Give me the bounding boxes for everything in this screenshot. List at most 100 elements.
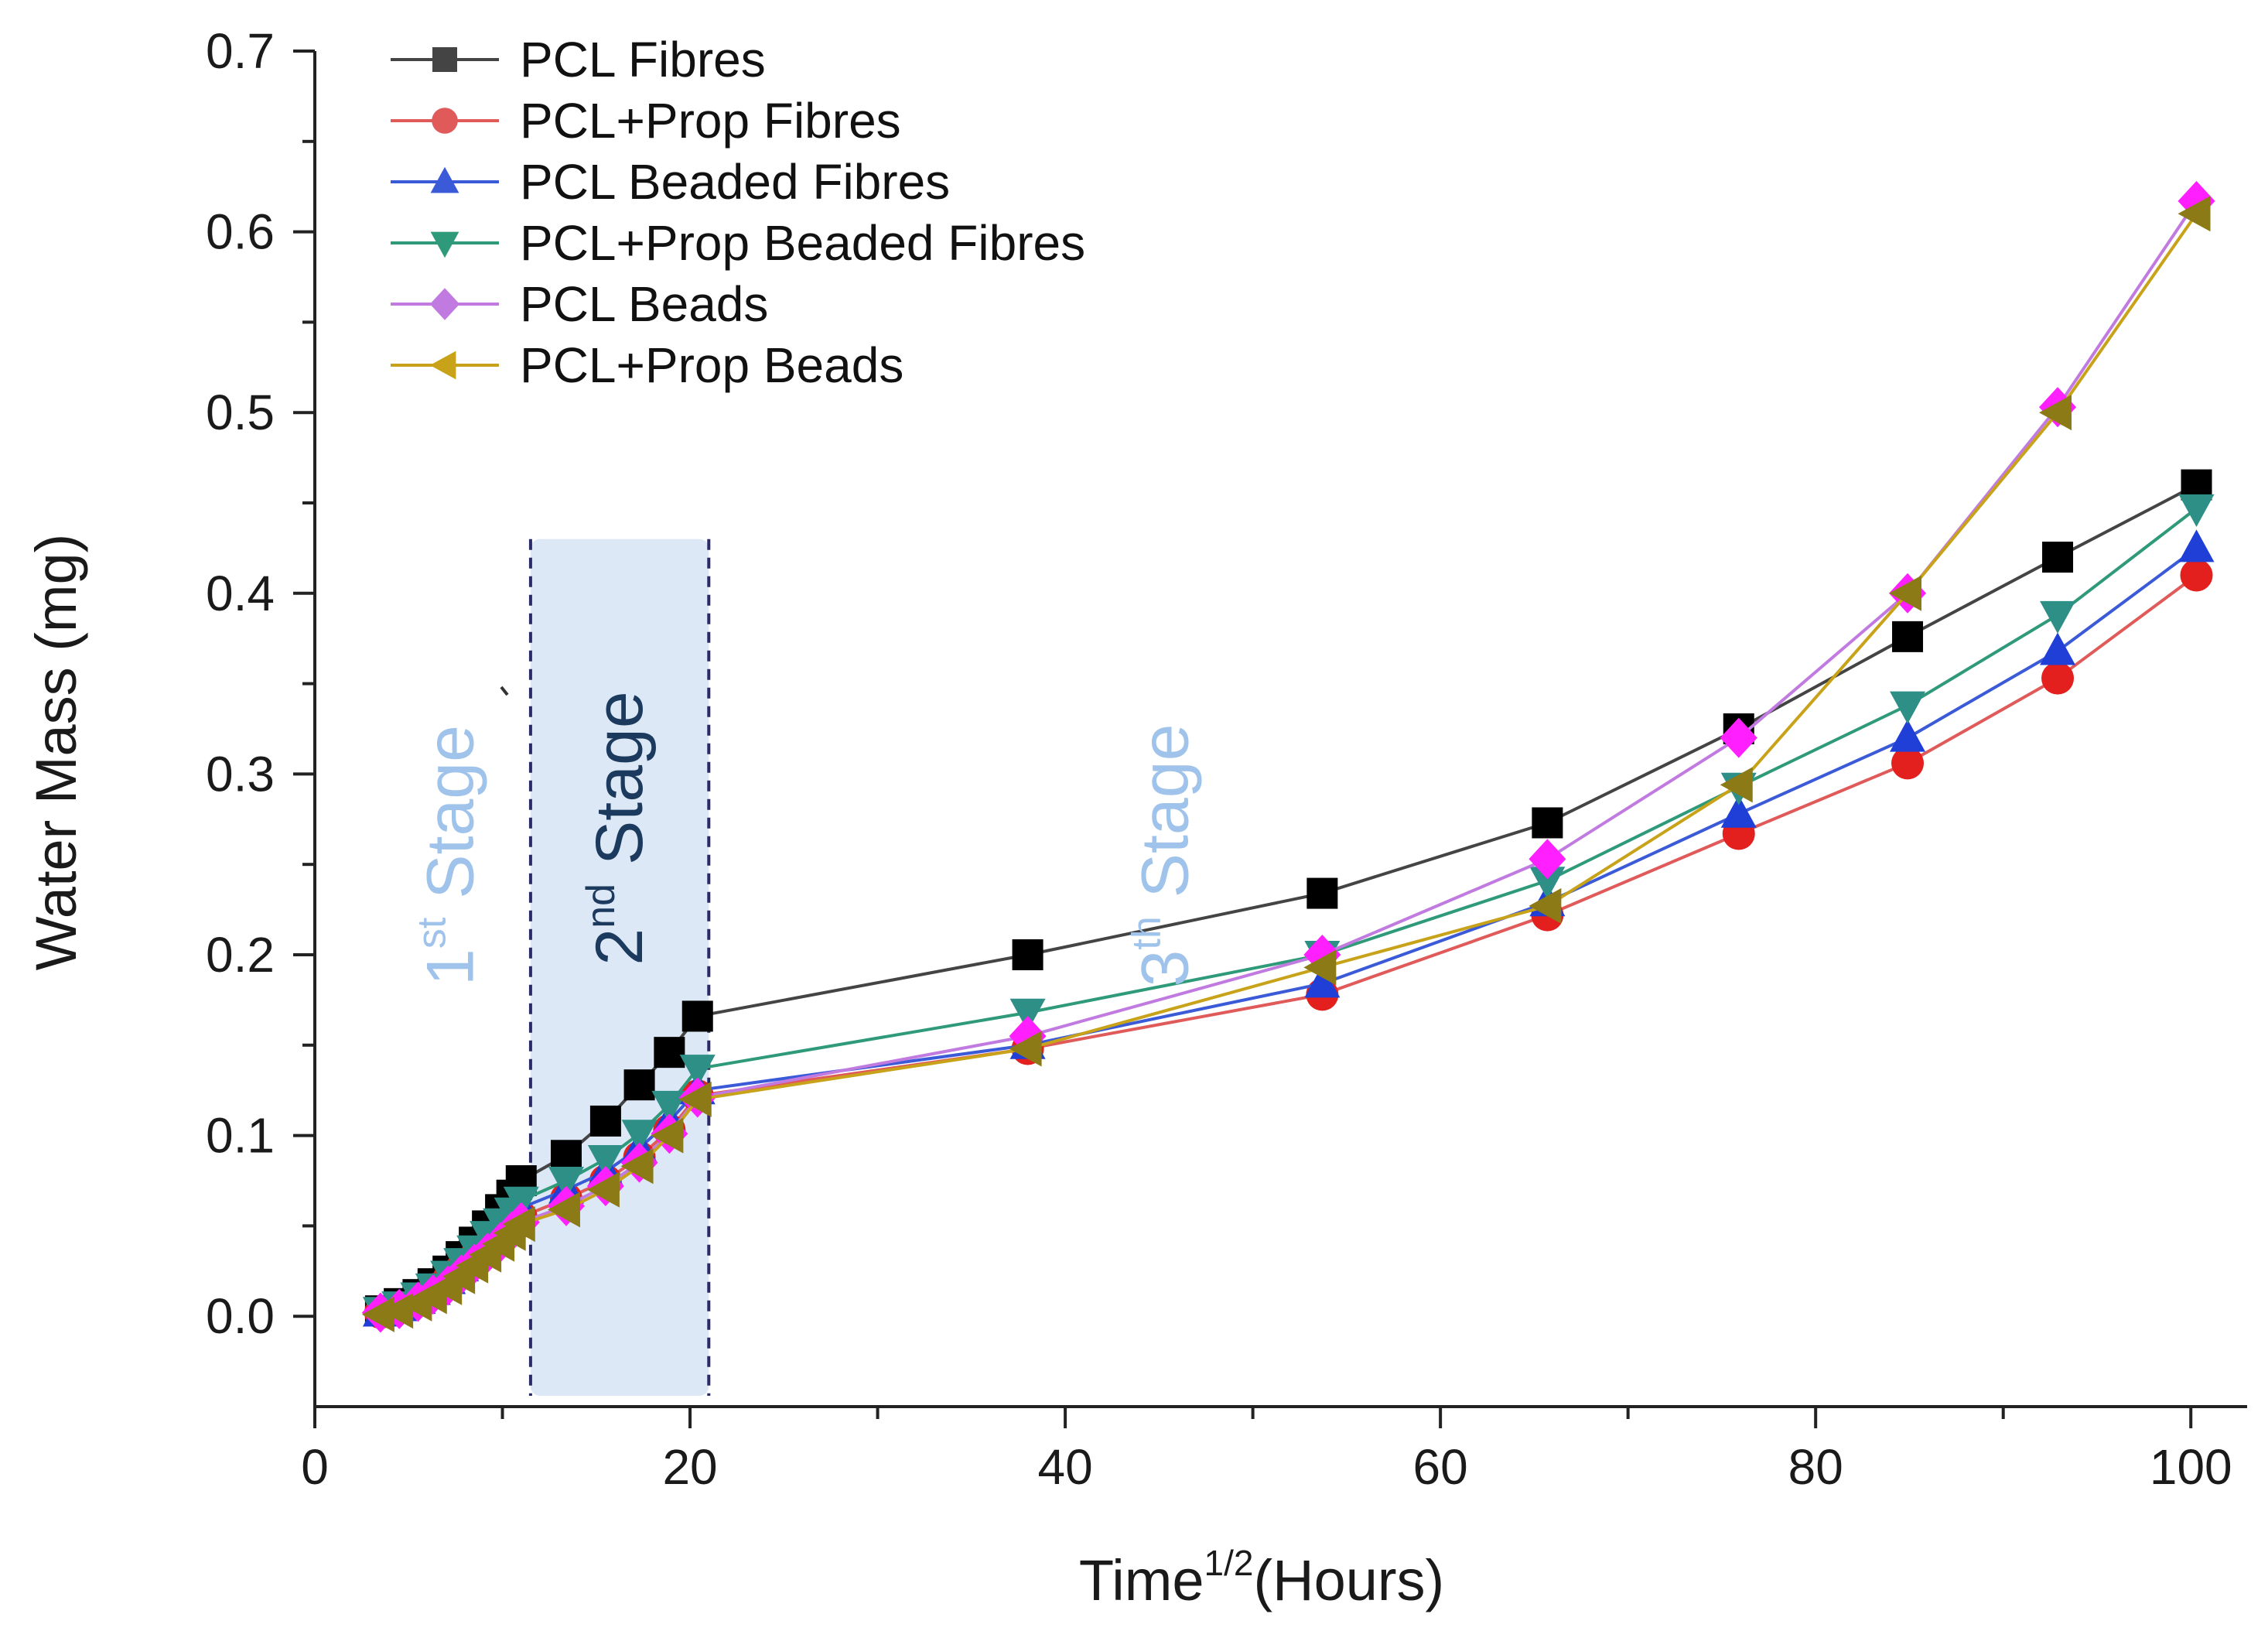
stage-word: Stage bbox=[1129, 724, 1203, 917]
data-point bbox=[587, 1144, 623, 1178]
legend-marker bbox=[430, 231, 459, 258]
data-point bbox=[361, 1296, 395, 1332]
data-point bbox=[654, 1037, 685, 1069]
data-point bbox=[586, 1171, 620, 1208]
legend-item: PCL+Prop Beaded Fibres bbox=[391, 215, 1085, 271]
legend-marker bbox=[432, 108, 458, 134]
data-point bbox=[1889, 575, 1922, 611]
x-tick-label: 60 bbox=[1413, 1439, 1468, 1495]
stage-number: 3 bbox=[1129, 950, 1203, 987]
data-point bbox=[679, 1055, 716, 1088]
legend-item: PCL Beaded Fibres bbox=[391, 154, 950, 210]
data-point bbox=[1012, 939, 1043, 970]
data-point bbox=[1303, 949, 1337, 986]
data-point bbox=[2041, 662, 2075, 695]
legend-marker bbox=[429, 350, 456, 380]
series-group bbox=[361, 180, 2215, 1333]
x-axis-title-main: Time bbox=[1079, 1548, 1204, 1612]
stage-label-2: 2nd Stage bbox=[579, 691, 657, 965]
stage-label-1: 1st Stage bbox=[410, 725, 488, 986]
legend-label: PCL+Prop Beads bbox=[520, 337, 903, 393]
axes: 0.0 0.1 0.2 0.3 0.4 0.5 0.6 0.7 0 20 40 60 80 100 Wate… bbox=[24, 23, 2247, 1612]
legend-item: PCL+Prop Beads bbox=[391, 337, 903, 393]
data-point bbox=[620, 1148, 654, 1185]
stage-word: Stage bbox=[414, 725, 488, 918]
y-tick-label: 0.6 bbox=[206, 204, 275, 260]
data-point bbox=[2040, 600, 2076, 634]
legend-marker bbox=[429, 288, 460, 320]
data-point bbox=[1529, 839, 1566, 880]
legend-label: PCL+Prop Fibres bbox=[520, 93, 901, 149]
data-point bbox=[623, 1069, 655, 1101]
data-point bbox=[621, 1120, 658, 1153]
y-tick-label: 0.7 bbox=[206, 23, 275, 79]
legend-item: PCL+Prop Fibres bbox=[391, 93, 901, 149]
y-axis-title: Water Mass (mg) bbox=[24, 534, 88, 971]
stage-ordinal-suffix: th bbox=[1125, 916, 1170, 949]
data-point bbox=[1532, 807, 1563, 839]
legend-label: PCL Beads bbox=[520, 276, 768, 332]
data-point bbox=[651, 1090, 688, 1123]
legend-item: PCL Beads bbox=[391, 276, 768, 332]
x-axis-title-units: (Hours) bbox=[1253, 1548, 1444, 1612]
data-point bbox=[547, 1192, 580, 1228]
y-tick-label: 0.5 bbox=[206, 385, 275, 440]
y-tick-label: 0.4 bbox=[206, 566, 275, 621]
data-point bbox=[502, 1206, 535, 1243]
data-point bbox=[2039, 395, 2072, 431]
stage-2-region bbox=[530, 539, 709, 1396]
data-point bbox=[1304, 965, 1341, 998]
data-point bbox=[2180, 559, 2213, 592]
data-point bbox=[550, 1140, 582, 1171]
x-tick-label: 100 bbox=[2150, 1439, 2232, 1495]
stage-number: 2 bbox=[582, 928, 657, 966]
legend-item: PCL Fibres bbox=[391, 32, 766, 87]
legend-marker bbox=[430, 166, 459, 193]
y-tick-label: 0.2 bbox=[206, 927, 275, 983]
x-tick-label: 40 bbox=[1038, 1439, 1093, 1495]
stage-number: 1 bbox=[414, 949, 488, 986]
data-point bbox=[548, 1167, 584, 1199]
data-point bbox=[1009, 1031, 1042, 1067]
data-point bbox=[2040, 632, 2076, 665]
legend-marker bbox=[432, 47, 457, 72]
x-axis-title: Time1/2(Hours) bbox=[1079, 1543, 1444, 1612]
data-point bbox=[589, 1105, 621, 1137]
x-tick-label: 20 bbox=[662, 1439, 717, 1495]
y-tick-label: 0.0 bbox=[206, 1288, 275, 1344]
legend-label: PCL Beaded Fibres bbox=[520, 154, 950, 210]
data-point bbox=[1891, 747, 1925, 780]
data-point bbox=[2042, 542, 2074, 573]
x-tick-label: 0 bbox=[301, 1439, 329, 1495]
data-point bbox=[1009, 998, 1046, 1031]
legend-label: PCL Fibres bbox=[520, 32, 766, 87]
stage-ordinal-suffix: st bbox=[410, 917, 455, 949]
data-point bbox=[1306, 877, 1338, 909]
series-pcl-prop-beads bbox=[361, 196, 2211, 1332]
data-point bbox=[1720, 795, 1757, 828]
data-point bbox=[2178, 529, 2215, 562]
stage-ordinal-suffix: nd bbox=[579, 884, 623, 928]
legend-label: PCL+Prop Beaded Fibres bbox=[520, 215, 1085, 271]
data-point bbox=[1720, 717, 1757, 758]
stage-word: Stage bbox=[582, 691, 657, 884]
data-point bbox=[651, 1117, 684, 1154]
stage-annotation-mark bbox=[500, 686, 509, 696]
y-tick-label: 0.1 bbox=[206, 1108, 275, 1164]
x-tick-label: 80 bbox=[1788, 1439, 1843, 1495]
data-point bbox=[2178, 494, 2215, 528]
data-point bbox=[1892, 621, 1924, 652]
stage-label-3: 3th Stage bbox=[1125, 724, 1203, 987]
x-axis-title-superscript: 1/2 bbox=[1204, 1543, 1254, 1583]
data-point bbox=[678, 1081, 712, 1117]
data-point bbox=[1890, 691, 1926, 724]
data-point bbox=[1720, 767, 1753, 803]
plot-background bbox=[528, 539, 711, 1396]
data-point bbox=[1529, 887, 1562, 924]
y-tick-label: 0.3 bbox=[206, 746, 275, 802]
data-point bbox=[1529, 867, 1566, 900]
data-point bbox=[2177, 196, 2211, 232]
